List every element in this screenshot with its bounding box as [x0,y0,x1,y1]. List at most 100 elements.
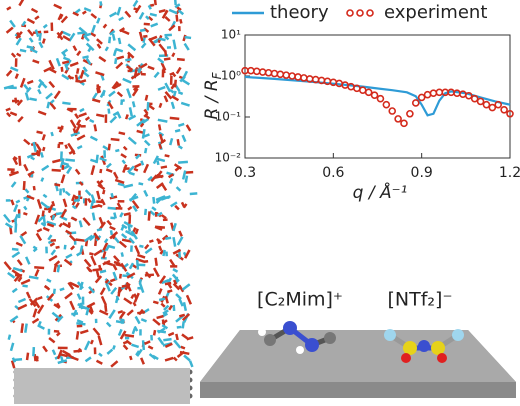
md-bond [57,126,64,130]
md-bond [159,249,165,255]
md-bond [160,62,167,71]
md-bond [113,255,120,263]
md-bond [14,97,18,104]
md-bond [83,258,92,268]
md-bond [10,52,17,58]
md-bond [99,89,106,98]
md-bond [133,7,139,11]
md-bond [179,18,183,24]
md-bond [97,203,103,208]
md-bond [62,222,71,229]
data-point [500,105,508,114]
md-bond [41,82,48,89]
md-bond [153,0,157,6]
md-bond [69,119,77,129]
md-bond [83,340,91,351]
md-bond [62,198,68,208]
md-bond [174,0,177,6]
md-bond [94,275,103,284]
md-bond [140,318,147,323]
md-bond [126,272,136,279]
md-bond [146,102,150,111]
md-bond [34,15,40,21]
md-bond [143,189,149,197]
md-bond [112,263,118,271]
md-bond [116,6,122,16]
md-bond [175,293,182,300]
md-bond [55,331,61,337]
md-bond [61,161,69,167]
md-bond [75,79,81,83]
md-bond [81,10,87,15]
md-bond [112,49,118,57]
md-bond [167,173,175,179]
md-bond [30,156,36,161]
md-bond [107,206,117,210]
md-bond [76,293,82,300]
md-bond [162,309,169,315]
md-bond [167,331,175,337]
md-bond [144,94,149,101]
md-bond [102,23,108,29]
md-bond [25,86,32,93]
md-bond [99,287,106,296]
md-bond [84,189,92,197]
md-bond [158,133,165,144]
md-bond [107,108,111,114]
md-bond [40,222,47,227]
md-bond [127,43,137,52]
md-bond [78,181,84,186]
md-bond [99,309,109,316]
md-bond [96,38,103,45]
md-bond [26,18,36,25]
md-bond [144,247,153,255]
md-bond [51,168,61,172]
md-bond [50,99,55,104]
md-bond [55,211,62,216]
md-bond [131,327,136,335]
md-bond [113,236,120,244]
md-bond [18,0,25,7]
md-bond [66,353,74,359]
md-bond [98,352,103,358]
md-bond [49,242,56,247]
md-bond [48,101,57,110]
md-bond [68,149,76,155]
md-bond [13,213,19,222]
md-bond [34,214,41,225]
md-bond [53,329,60,333]
anion-model [384,329,464,363]
md-bond [169,116,180,121]
md-bond [25,352,30,361]
md-bond [15,199,21,204]
md-bond [143,208,148,216]
md-bond [17,115,24,123]
md-bond [74,113,80,119]
md-bond [158,275,167,284]
md-bond [46,101,51,109]
md-bond [76,319,84,324]
md-bond [184,249,191,259]
md-bond [71,204,77,210]
md-bond [82,55,89,60]
md-bond [135,350,141,356]
md-bond [128,237,135,245]
md-bond [160,214,167,220]
md-bond [32,308,38,318]
md-bond [163,304,170,311]
md-bond [59,287,65,292]
md-bond [160,195,171,201]
md-bond [41,210,45,217]
md-bond [169,88,175,94]
md-bond [20,231,28,237]
md-bond [181,170,187,180]
x-tick-label: 1.2 [499,165,520,181]
md-bond [110,137,120,142]
md-bond [171,95,180,102]
legend-swatch [356,9,364,17]
md-bond [109,230,114,236]
md-bond [158,102,163,109]
cation-label: [C₂Mim]⁺ [257,289,343,311]
md-bond [16,52,22,58]
md-bond [32,59,40,64]
